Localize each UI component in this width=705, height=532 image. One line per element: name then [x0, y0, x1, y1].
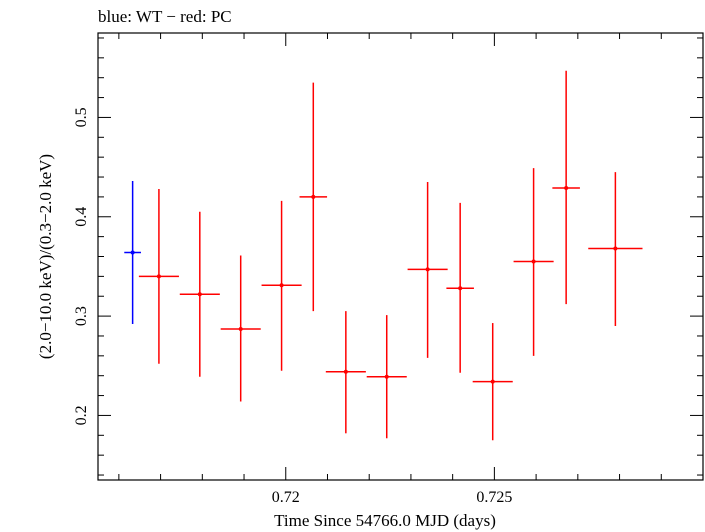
data-point — [513, 168, 554, 356]
point-marker — [425, 267, 430, 272]
point-marker — [156, 274, 161, 279]
plot-frame — [97, 32, 704, 481]
point-marker — [490, 379, 495, 384]
data-point — [179, 211, 220, 377]
point-marker — [384, 374, 389, 379]
point-marker — [130, 250, 135, 255]
point-marker — [458, 286, 463, 291]
y-tick-label: 0.2 — [73, 405, 90, 425]
data-point — [124, 181, 141, 325]
x-tick-label: 0.725 — [476, 489, 512, 506]
y-tick-label: 0.4 — [73, 207, 90, 227]
data-point — [138, 188, 179, 364]
ticks-layer: 0.72 0.725 0.2 0.3 0.4 0.5 — [73, 33, 704, 506]
point-marker — [564, 185, 569, 190]
point-marker — [613, 246, 618, 251]
data-point — [299, 82, 328, 312]
point-marker — [311, 194, 316, 199]
y-tick-label: 0.5 — [73, 107, 90, 127]
series-wt — [124, 181, 141, 325]
data-point — [407, 182, 448, 358]
series-layer — [124, 70, 643, 441]
x-axis-label: Time Since 54766.0 MJD (days) — [274, 511, 496, 530]
y-tick-label: 0.3 — [73, 306, 90, 326]
point-marker — [238, 327, 243, 332]
data-point — [325, 311, 366, 434]
point-marker — [197, 292, 202, 297]
x-tick-label: 0.72 — [272, 489, 300, 506]
data-point — [366, 315, 407, 439]
data-point — [588, 172, 643, 327]
series-pc — [138, 70, 643, 441]
data-point — [446, 202, 474, 373]
data-point — [220, 255, 261, 402]
point-marker — [279, 283, 284, 288]
point-marker — [343, 369, 348, 374]
chart-title: blue: WT − red: PC — [98, 7, 232, 26]
y-axis-label: (2.0−10.0 keV)/(0.3−2.0 keV) — [36, 154, 55, 359]
data-point — [472, 323, 513, 441]
data-point — [261, 200, 302, 371]
point-marker — [531, 259, 536, 264]
data-point — [552, 70, 580, 305]
